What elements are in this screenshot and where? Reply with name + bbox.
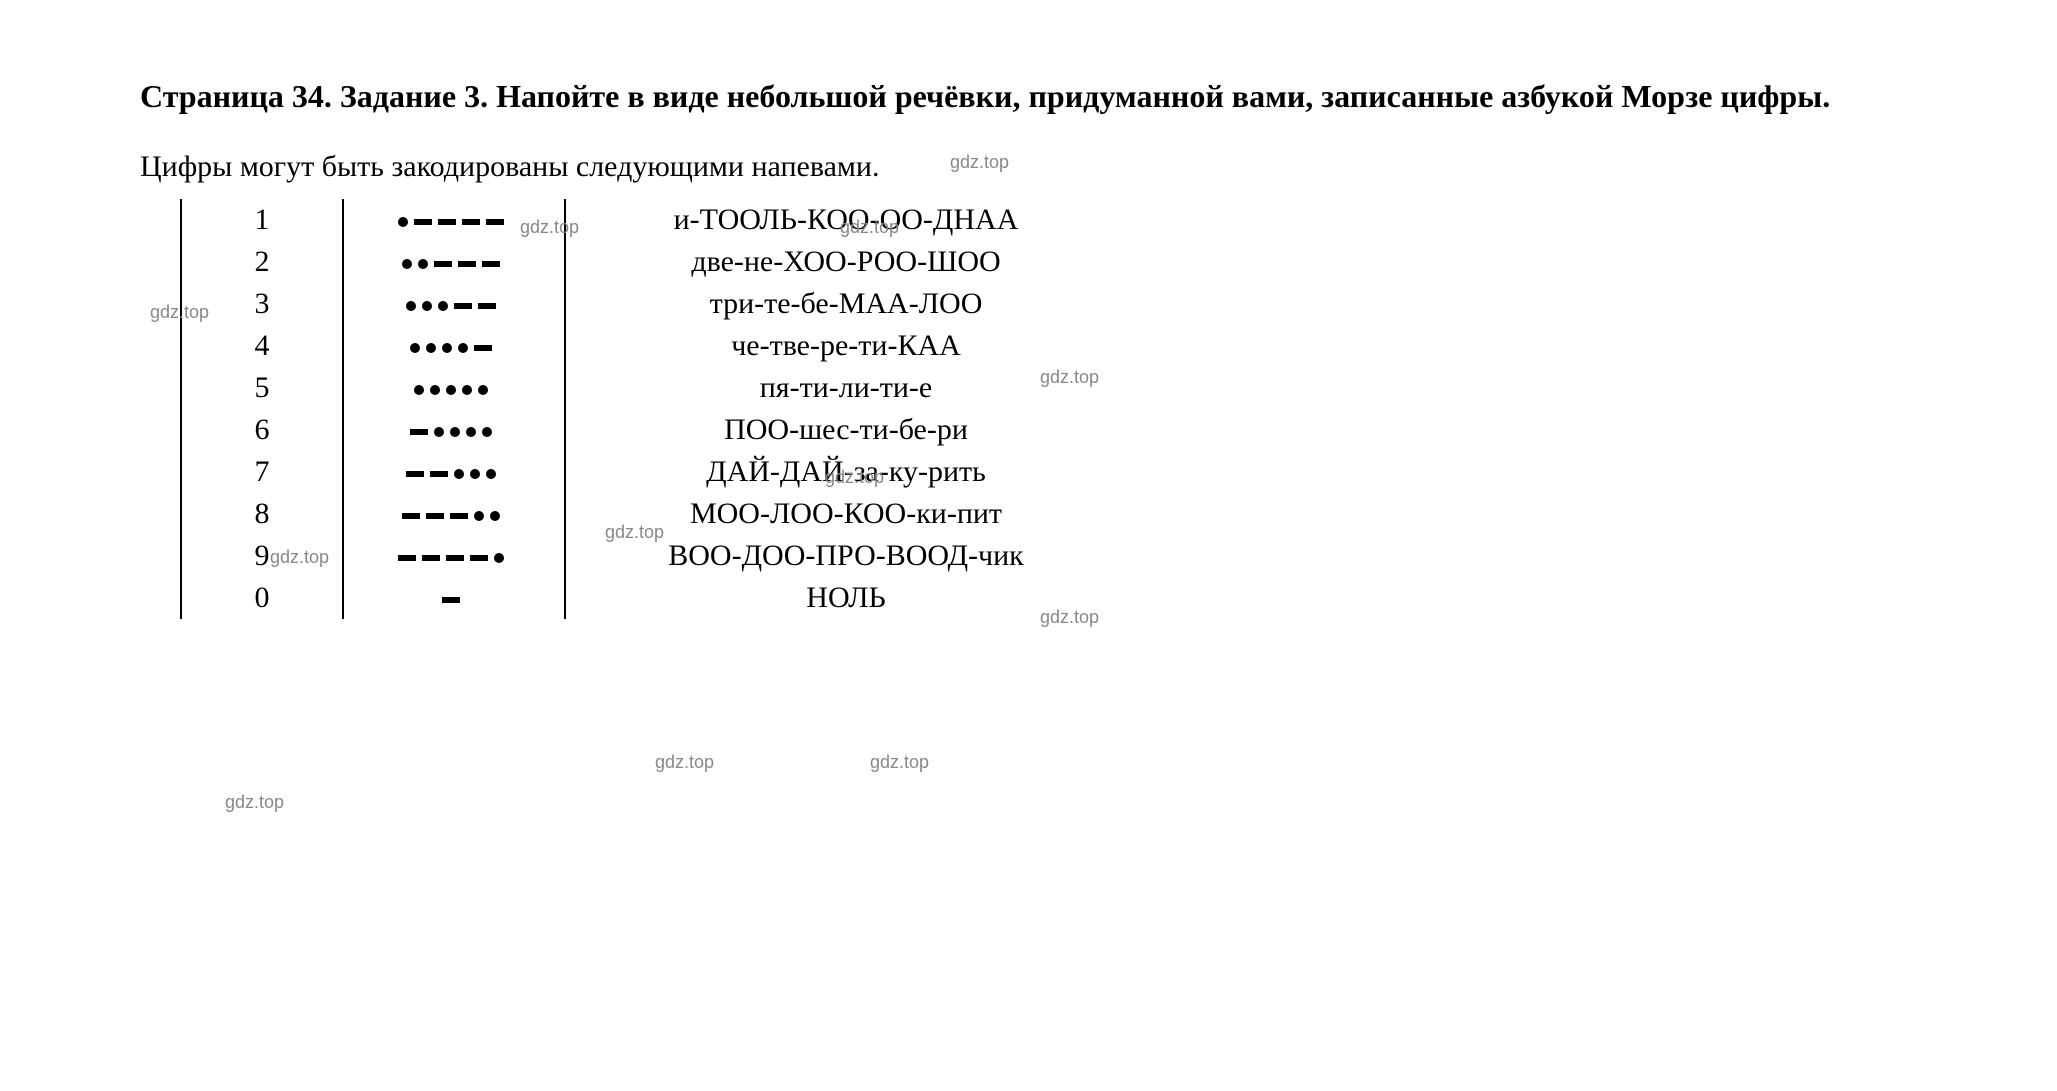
morse-cell <box>343 493 565 535</box>
table-row: 5 пя-ти-ли-ти-е <box>181 367 1126 409</box>
mnemonic-cell: НОЛЬ <box>565 577 1126 619</box>
digit-cell: 7 <box>181 451 343 493</box>
mnemonic-cell: ПОО-шес-ти-бе-ри <box>565 409 1126 451</box>
watermark-text: gdz.top <box>655 752 714 773</box>
morse-cell <box>343 367 565 409</box>
digit-cell: 4 <box>181 325 343 367</box>
table-row: 7 ДАЙ-ДАЙ-за-ку-рить <box>181 451 1126 493</box>
morse-cell <box>343 283 565 325</box>
digit-cell: 2 <box>181 241 343 283</box>
mnemonic-cell: и-ТООЛЬ-КОО-ОО-ДНАА <box>565 199 1126 241</box>
morse-cell <box>343 199 565 241</box>
mnemonic-cell: ДАЙ-ДАЙ-за-ку-рить <box>565 451 1126 493</box>
table-row: 0 НОЛЬ <box>181 577 1126 619</box>
morse-cell <box>343 577 565 619</box>
document-root: Страница 34. Задание 3. Напойте в виде н… <box>80 72 1977 619</box>
digit-cell: 6 <box>181 409 343 451</box>
digit-cell: 3 <box>181 283 343 325</box>
morse-cell <box>343 409 565 451</box>
digit-cell: 5 <box>181 367 343 409</box>
mnemonic-cell: че-тве-ре-ти-КАА <box>565 325 1126 367</box>
table-row: 9 ВОО-ДОО-ПРО-ВООД-чик <box>181 535 1126 577</box>
morse-cell <box>343 451 565 493</box>
morse-table: 1и-ТООЛЬ-КОО-ОО-ДНАА2две-не-ХОО-РОО-ШОО3… <box>180 199 1126 619</box>
mnemonic-cell: две-не-ХОО-РОО-ШОО <box>565 241 1126 283</box>
task-subtext: Цифры могут быть закодированы следующими… <box>80 150 1977 184</box>
digit-cell: 0 <box>181 577 343 619</box>
digit-cell: 9 <box>181 535 343 577</box>
mnemonic-cell: ВОО-ДОО-ПРО-ВООД-чик <box>565 535 1126 577</box>
table-row: 1 и-ТООЛЬ-КОО-ОО-ДНАА <box>181 199 1126 241</box>
morse-table-wrapper: 1и-ТООЛЬ-КОО-ОО-ДНАА2две-не-ХОО-РОО-ШОО3… <box>180 199 1977 619</box>
digit-cell: 8 <box>181 493 343 535</box>
table-row: 6 ПОО-шес-ти-бе-ри <box>181 409 1126 451</box>
mnemonic-cell: три-те-бе-МАА-ЛОО <box>565 283 1126 325</box>
watermark-text: gdz.top <box>225 792 284 813</box>
watermark-text: gdz.top <box>870 752 929 773</box>
mnemonic-cell: пя-ти-ли-ти-е <box>565 367 1126 409</box>
mnemonic-cell: МОО-ЛОО-КОО-ки-пит <box>565 493 1126 535</box>
table-row: 2 две-не-ХОО-РОО-ШОО <box>181 241 1126 283</box>
table-row: 4 че-тве-ре-ти-КАА <box>181 325 1126 367</box>
morse-cell <box>343 241 565 283</box>
digit-cell: 1 <box>181 199 343 241</box>
morse-cell <box>343 535 565 577</box>
morse-cell <box>343 325 565 367</box>
table-row: 3 три-те-бе-МАА-ЛОО <box>181 283 1126 325</box>
table-row: 8 МОО-ЛОО-КОО-ки-пит <box>181 493 1126 535</box>
task-heading: Страница 34. Задание 3. Напойте в виде н… <box>80 72 1977 120</box>
